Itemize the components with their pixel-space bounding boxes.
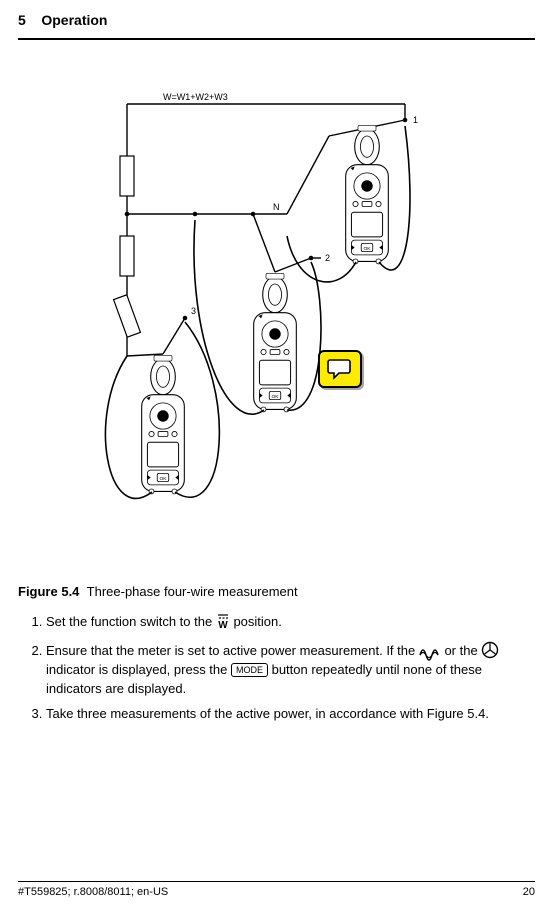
footer-page-number: 20 xyxy=(523,886,535,898)
page-footer: #T559825; r.8008/8011; en-US 20 xyxy=(18,881,535,898)
figure-caption-text: Three-phase four-wire measurement xyxy=(87,584,298,599)
top-rule xyxy=(18,38,535,40)
footer-doc-id: #T559825; r.8008/8011; en-US xyxy=(18,886,168,898)
section-number: 5 xyxy=(18,12,26,28)
svg-text:W: W xyxy=(218,620,228,629)
step-2: Ensure that the meter is set to active p… xyxy=(46,641,535,699)
line3-label: 3 xyxy=(191,306,196,316)
step-3: Take three measurements of the active po… xyxy=(46,705,535,724)
step-1: Set the function switch to the W positio… xyxy=(46,613,535,635)
step-2-text-a: Ensure that the meter is set to active p… xyxy=(46,643,419,658)
step-1-text-a: Set the function switch to the xyxy=(46,614,216,629)
w-power-icon: W xyxy=(216,613,230,635)
instruction-list: Set the function switch to the W positio… xyxy=(18,613,535,723)
annotation-callout xyxy=(318,350,362,388)
figure-caption-label: Figure 5.4 xyxy=(18,584,79,599)
step-2-text-b: or the xyxy=(441,643,481,658)
figure-caption: Figure 5.4 Three-phase four-wire measure… xyxy=(18,584,535,599)
formula-label: W=W1+W2+W3 xyxy=(163,92,228,102)
figure-area: OK W=W1+W2+W3 1 xyxy=(18,86,535,576)
wiring-diagram: OK W=W1+W2+W3 1 xyxy=(67,86,487,556)
neutral-label: N xyxy=(273,202,280,212)
footer-rule xyxy=(18,881,535,882)
phase-rotation-icon xyxy=(481,641,499,659)
harmonics-icon xyxy=(419,641,441,661)
speech-bubble-icon xyxy=(327,358,353,380)
section-title: Operation xyxy=(41,12,107,28)
section-heading: 5 Operation xyxy=(18,12,535,28)
line2-label: 2 xyxy=(325,253,330,263)
mode-button-icon: MODE xyxy=(231,663,268,677)
step-2-text-c: indicator is displayed, press the xyxy=(46,662,231,677)
step-1-text-b: position. xyxy=(230,614,282,629)
line1-label: 1 xyxy=(413,115,418,125)
